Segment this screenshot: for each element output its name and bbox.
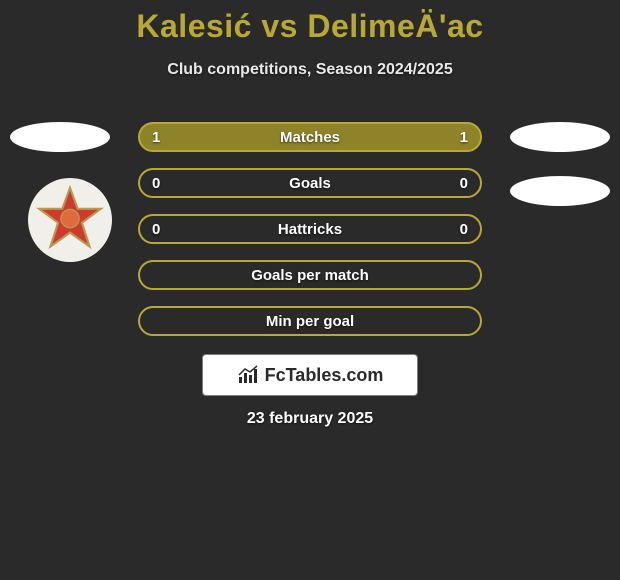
stat-left-value: 1 (152, 129, 160, 146)
vs-text: vs (252, 8, 307, 44)
brand-pill[interactable]: FcTables.com (202, 354, 418, 396)
subtitle: Club competitions, Season 2024/2025 (0, 61, 620, 79)
stat-bar-goals-per-match: Goals per match (138, 260, 482, 290)
stat-label: Matches (140, 129, 480, 146)
date-text: 23 february 2025 (0, 410, 620, 428)
stat-right-value: 1 (460, 129, 468, 146)
page-title: Kalesić vs DelimeÄ'ac (0, 0, 620, 45)
stat-label: Goals per match (140, 267, 480, 284)
star-badge-icon (35, 185, 105, 255)
stats-container: 1Matches10Goals00Hattricks0Goals per mat… (138, 122, 482, 352)
player1-name: Kalesić (136, 8, 252, 44)
stat-right-value: 0 (460, 175, 468, 192)
stat-bar-goals: 0Goals0 (138, 168, 482, 198)
stat-bar-min-per-goal: Min per goal (138, 306, 482, 336)
player2-name: DelimeÄ'ac (307, 8, 483, 44)
player1-photo-placeholder (10, 122, 110, 152)
stat-label: Hattricks (140, 221, 480, 238)
chart-icon (237, 365, 261, 385)
stat-bar-matches: 1Matches1 (138, 122, 482, 152)
player2-club-placeholder (510, 176, 610, 206)
club-badge (28, 178, 112, 262)
stat-label: Goals (140, 175, 480, 192)
stat-label: Min per goal (140, 313, 480, 330)
brand-text: FcTables.com (265, 365, 384, 386)
stat-right-value: 0 (460, 221, 468, 238)
stat-left-value: 0 (152, 221, 160, 238)
stat-bar-hattricks: 0Hattricks0 (138, 214, 482, 244)
stat-left-value: 0 (152, 175, 160, 192)
player2-photo-placeholder (510, 122, 610, 152)
